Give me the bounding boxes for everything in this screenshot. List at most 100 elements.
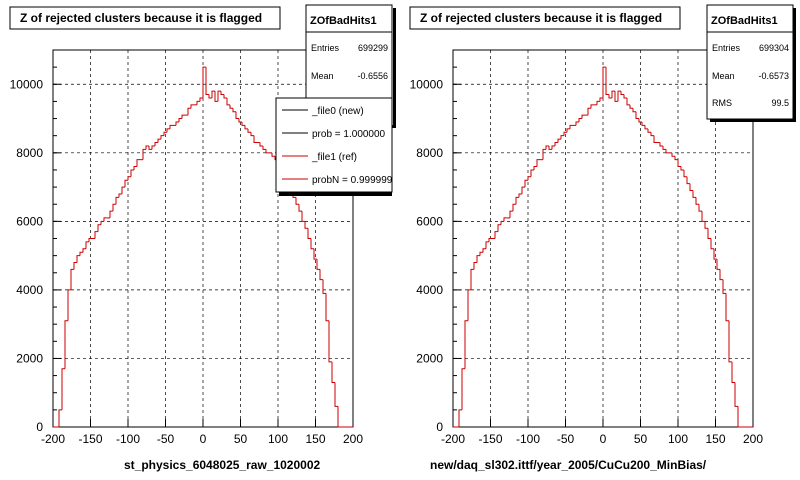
histogram-bin (148, 145, 152, 150)
x-tick-label: -150 (478, 432, 502, 446)
x-tick-label: 100 (668, 432, 688, 446)
histogram-bin (689, 183, 693, 192)
histogram-bin (476, 255, 480, 263)
stats-mean-value: -0.6556 (357, 71, 388, 81)
legend-label: probN = 0.999999 (312, 175, 393, 186)
histogram-bin (563, 131, 567, 136)
histogram-bin (319, 269, 323, 281)
chart-title: Z of rejected clusters because it is fla… (20, 11, 262, 25)
title-box (9, 6, 281, 30)
histogram-bin (548, 145, 552, 150)
histogram-bin (229, 104, 233, 109)
x-tick-label: 0 (200, 432, 207, 446)
histogram-bin (629, 104, 633, 109)
histogram-bin (88, 238, 92, 242)
histogram-bin (247, 128, 251, 133)
y-tick-label: 6000 (416, 214, 443, 228)
histogram-bin (692, 190, 696, 198)
stats-entries-label: Entries (712, 43, 741, 53)
histogram-bin (569, 124, 573, 129)
legend-label: prob = 1.000000 (312, 129, 386, 140)
histogram-bin (479, 251, 483, 256)
left-chart: Z of rejected clusters because it is fla… (9, 6, 363, 472)
histogram-bin (725, 293, 729, 322)
histogram-bin (731, 361, 735, 383)
x-tick-label: -50 (557, 432, 575, 446)
histogram-bin (58, 409, 62, 427)
histogram-bin (719, 269, 723, 281)
histogram-bin (199, 97, 203, 102)
histogram-bin (713, 248, 717, 260)
x-axis-label: st_physics_6048025_raw_1020002 (124, 458, 320, 472)
right-chart: Z of rejected clusters because it is fla… (409, 6, 763, 472)
title-box (409, 6, 681, 30)
legend: _file0 (new) prob = 1.000000 _file1 (ref… (275, 97, 393, 196)
histogram-bin (301, 211, 305, 222)
histogram-bin (130, 169, 134, 177)
histogram-bin (235, 111, 239, 120)
histogram-bin (142, 148, 146, 160)
histogram-bin (557, 138, 561, 143)
histogram-bin (337, 406, 341, 428)
stats-entries-value: 699299 (358, 43, 388, 53)
histogram-bin (157, 138, 161, 143)
histogram-bin (181, 114, 185, 119)
stats-name: ZOfBadHits1 (711, 15, 778, 27)
stats-mean-value: -0.6573 (758, 71, 789, 81)
histogram-bin (578, 118, 582, 122)
histogram-bin (112, 203, 116, 212)
histogram-bin (536, 159, 540, 167)
y-tick-label: 2000 (16, 351, 43, 365)
legend-entry: _file0 (new) (282, 106, 364, 117)
x-tick-label: -100 (516, 432, 540, 446)
histogram-bin (118, 193, 122, 198)
histogram-bin (202, 66, 206, 98)
histogram-bin (187, 107, 191, 116)
histogram-bin (566, 128, 570, 133)
legend-label: _file0 (new) (311, 106, 364, 117)
histogram-bin (70, 268, 74, 290)
x-tick-label: -150 (78, 432, 102, 446)
histogram-bin (467, 289, 471, 321)
histogram-bin (304, 221, 308, 229)
y-tick-label: 0 (36, 420, 43, 434)
histogram-bin (166, 128, 170, 133)
x-tick-label: 200 (343, 432, 363, 446)
histogram-bin (701, 211, 705, 222)
y-tick-label: 4000 (16, 283, 43, 297)
histogram-bin (211, 90, 215, 98)
histogram-bin (662, 145, 666, 150)
histogram-bin (205, 67, 209, 96)
histogram-bin (103, 217, 107, 222)
histogram-bin (67, 289, 71, 321)
histogram-bin (175, 121, 179, 126)
x-tick-label: 150 (305, 432, 325, 446)
histogram-bin (590, 104, 594, 109)
stats-name: ZOfBadHits1 (310, 15, 377, 27)
histogram-bin (671, 152, 675, 157)
legend-label: _file1 (ref) (311, 152, 357, 163)
histogram-bin (488, 238, 492, 242)
histogram-bin (482, 248, 486, 253)
histogram-bin (133, 166, 137, 170)
histogram-bin (644, 125, 648, 130)
stats-mean-label: Mean (311, 71, 334, 81)
histogram-bin (178, 118, 182, 122)
histogram-bin (500, 220, 504, 225)
histogram-bin (665, 149, 669, 154)
legend-entry: probN = 0.999999 (282, 175, 393, 186)
chart-title: Z of rejected clusters because it is fla… (420, 11, 662, 25)
histogram-bin (581, 114, 585, 119)
histogram-bin (253, 135, 257, 144)
histogram-bin (121, 186, 125, 194)
stats-mean-label: Mean (712, 71, 735, 81)
histogram-bin (551, 145, 555, 150)
histogram-bin (328, 320, 332, 363)
histogram-bin (602, 66, 606, 98)
histogram-bin (503, 217, 507, 222)
histogram-bin (244, 125, 248, 130)
histogram-bin (241, 121, 245, 126)
histogram-bin (737, 406, 741, 428)
x-tick-label: 150 (705, 432, 725, 446)
x-tick-label: -100 (116, 432, 140, 446)
